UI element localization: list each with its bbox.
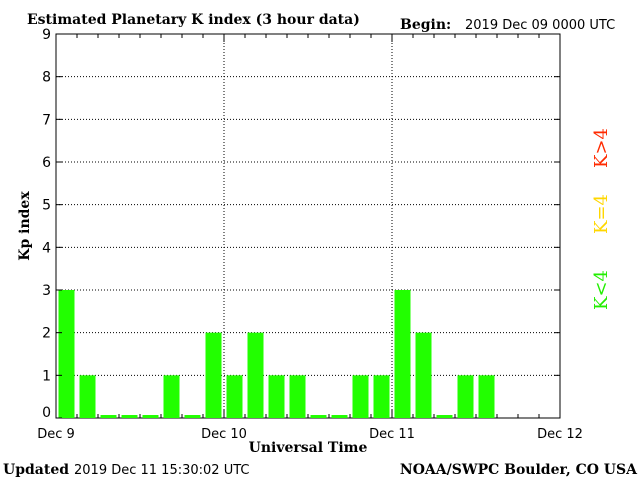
- legend-k-equal-4: K=4: [591, 194, 612, 234]
- kp-bar: [247, 332, 264, 418]
- kp-bar: [184, 415, 201, 418]
- y-tick-label: 1: [42, 368, 51, 384]
- y-tick-label: 7: [42, 112, 51, 128]
- kp-bar: [121, 415, 138, 418]
- x-ticks: Dec 9 Dec 10 Dec 11 Dec 12: [37, 34, 583, 442]
- y-ticks: 0 1 2 3 4 5 6 7 8 9: [42, 27, 560, 421]
- kp-bar: [205, 332, 222, 418]
- plot-area: [55, 33, 561, 419]
- y-tick-label: 3: [42, 283, 51, 299]
- bars: [58, 290, 495, 418]
- y-tick-label: 9: [42, 27, 51, 43]
- x-tick-label: Dec 12: [537, 427, 583, 442]
- chart-title: Estimated Planetary K index (3 hour data…: [27, 12, 360, 28]
- begin-value: 2019 Dec 09 0000 UTC: [465, 18, 615, 33]
- kp-bar: [457, 375, 474, 418]
- y-tick-label: 2: [42, 326, 51, 342]
- legend-k-above-4: K>4: [591, 128, 612, 168]
- y-tick-label: 0: [42, 405, 51, 421]
- kp-bar: [100, 415, 117, 418]
- kp-bar: [289, 375, 306, 418]
- y-tick-label: 5: [42, 198, 51, 214]
- kp-bar: [331, 415, 348, 418]
- kp-bar: [478, 375, 495, 418]
- updated-label: Updated: [3, 462, 69, 478]
- kp-bar: [415, 332, 432, 418]
- kp-bar: [394, 290, 411, 418]
- kp-bar: [268, 375, 285, 418]
- x-axis-label: Universal Time: [249, 440, 368, 456]
- y-axis-label: Kp index: [17, 191, 33, 261]
- y-tick-label: 4: [42, 240, 51, 256]
- kp-bar: [142, 415, 159, 418]
- begin-label: Begin:: [400, 17, 451, 33]
- x-tick-label: Dec 11: [369, 427, 415, 442]
- kp-bar: [226, 375, 243, 418]
- kp-bar: [436, 415, 453, 418]
- x-tick-label: Dec 9: [37, 427, 75, 442]
- updated-value: 2019 Dec 11 15:30:02 UTC: [74, 463, 249, 478]
- kp-bar: [352, 375, 369, 418]
- x-tick-label: Dec 10: [201, 427, 247, 442]
- kp-bar: [79, 375, 96, 418]
- y-tick-label: 8: [42, 70, 51, 86]
- kp-bar: [163, 375, 180, 418]
- legend-k-below-4: K<4: [591, 270, 612, 310]
- kp-bar: [310, 415, 327, 418]
- source-credit: NOAA/SWPC Boulder, CO USA: [400, 462, 638, 478]
- y-tick-label: 6: [42, 155, 51, 171]
- kp-bar: [373, 375, 390, 418]
- kp-bar: [58, 290, 75, 418]
- grid: [56, 34, 560, 418]
